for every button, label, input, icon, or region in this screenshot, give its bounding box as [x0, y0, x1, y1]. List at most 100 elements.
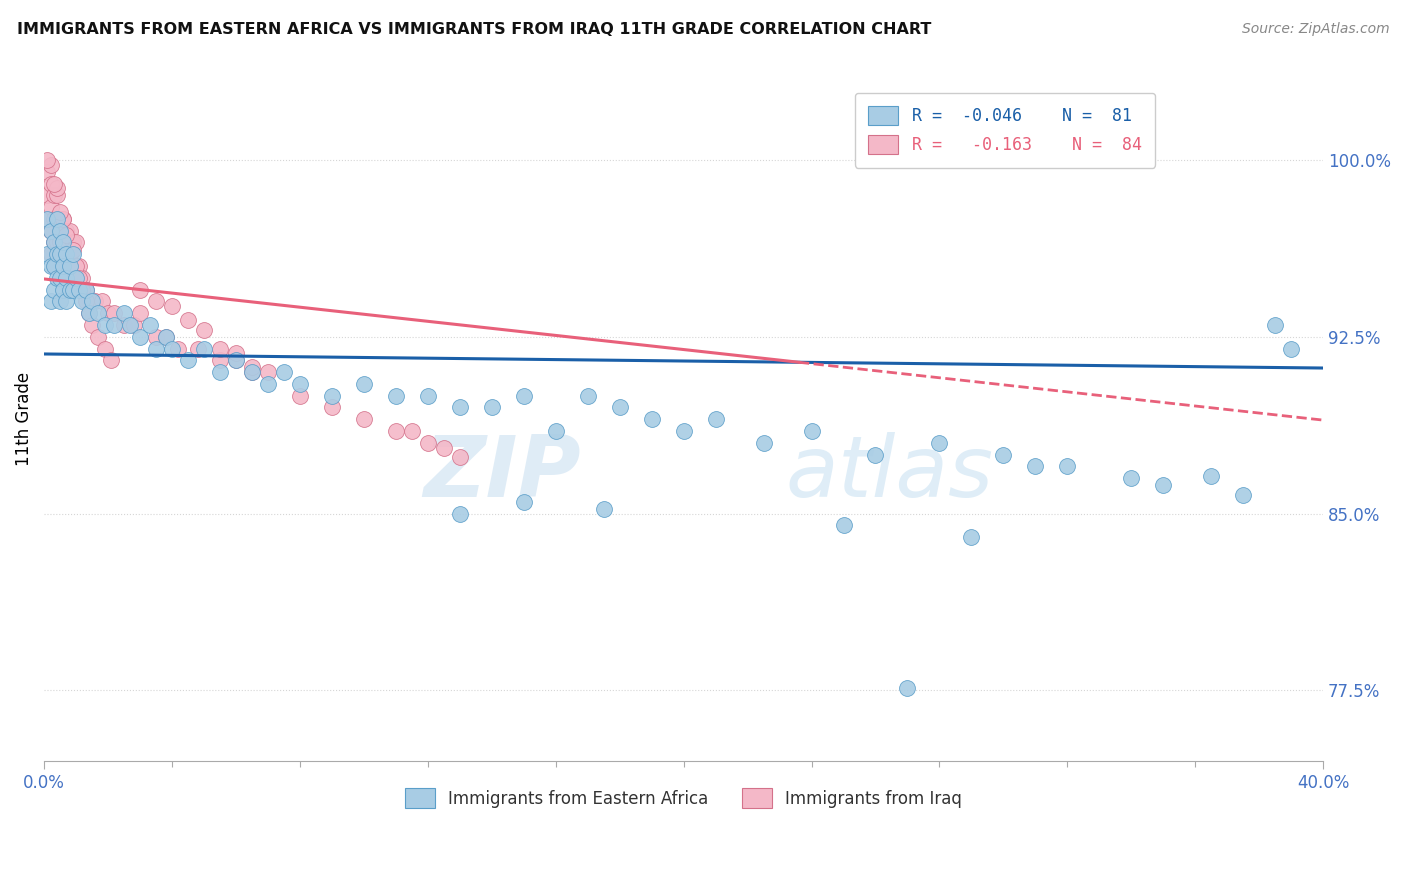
Point [225, 346, 247, 360]
Point [145, 330, 167, 344]
Point [416, 435, 439, 450]
Point [62, 259, 84, 273]
Point [39, 259, 62, 273]
Point [49, 211, 72, 226]
Point [55, 247, 77, 261]
Point [129, 330, 152, 344]
Point [138, 318, 160, 332]
Point [49, 224, 72, 238]
Point [49, 294, 72, 309]
Point [52, 211, 75, 226]
Point [449, 401, 471, 415]
Point [94, 318, 117, 332]
Point [80, 318, 103, 332]
Point [155, 330, 177, 344]
Point [208, 342, 231, 356]
Point [42, 283, 65, 297]
Y-axis label: 11th Grade: 11th Grade [15, 372, 32, 467]
Point [42, 177, 65, 191]
Point [65, 270, 87, 285]
Point [65, 235, 87, 250]
Point [45, 259, 67, 273]
Point [55, 270, 77, 285]
Point [145, 294, 167, 309]
Point [896, 681, 918, 695]
Point [1121, 471, 1143, 485]
Point [45, 181, 67, 195]
Point [481, 401, 503, 415]
Point [160, 299, 183, 313]
Point [77, 294, 100, 309]
Point [67, 270, 90, 285]
Point [42, 235, 65, 250]
Point [865, 448, 887, 462]
Point [576, 389, 599, 403]
Point [193, 323, 215, 337]
Point [39, 158, 62, 172]
Point [84, 294, 107, 309]
Text: ZIP: ZIP [423, 433, 581, 516]
Point [52, 235, 75, 250]
Point [129, 283, 152, 297]
Point [1056, 459, 1078, 474]
Point [449, 450, 471, 464]
Point [39, 247, 62, 261]
Point [72, 294, 94, 309]
Point [37, 211, 59, 226]
Point [59, 224, 82, 238]
Point [45, 188, 67, 202]
Point [193, 342, 215, 356]
Point [177, 313, 200, 327]
Point [240, 360, 263, 375]
Point [39, 200, 62, 214]
Point [544, 424, 567, 438]
Point [37, 211, 59, 226]
Point [75, 283, 97, 297]
Point [401, 424, 423, 438]
Point [59, 270, 82, 285]
Point [100, 353, 122, 368]
Point [62, 247, 84, 261]
Point [42, 211, 65, 226]
Point [416, 389, 439, 403]
Point [385, 389, 408, 403]
Point [39, 224, 62, 238]
Point [59, 247, 82, 261]
Point [103, 306, 125, 320]
Point [257, 376, 280, 391]
Point [672, 424, 695, 438]
Point [94, 342, 117, 356]
Point [77, 306, 100, 320]
Point [62, 283, 84, 297]
Point [321, 401, 343, 415]
Point [1264, 318, 1286, 332]
Point [160, 342, 183, 356]
Point [449, 507, 471, 521]
Point [1024, 459, 1046, 474]
Text: IMMIGRANTS FROM EASTERN AFRICA VS IMMIGRANTS FROM IRAQ 11TH GRADE CORRELATION CH: IMMIGRANTS FROM EASTERN AFRICA VS IMMIGR… [17, 22, 931, 37]
Point [65, 259, 87, 273]
Point [273, 365, 295, 379]
Point [55, 294, 77, 309]
Point [67, 283, 90, 297]
Point [288, 389, 311, 403]
Point [49, 204, 72, 219]
Point [353, 376, 375, 391]
Point [62, 243, 84, 257]
Point [87, 306, 110, 320]
Point [513, 495, 536, 509]
Point [62, 235, 84, 250]
Text: atlas: atlas [786, 433, 994, 516]
Point [37, 247, 59, 261]
Point [45, 270, 67, 285]
Point [39, 294, 62, 309]
Point [42, 259, 65, 273]
Point [65, 270, 87, 285]
Point [225, 353, 247, 368]
Point [145, 342, 167, 356]
Point [67, 259, 90, 273]
Point [59, 283, 82, 297]
Point [129, 306, 152, 320]
Point [353, 412, 375, 426]
Point [513, 389, 536, 403]
